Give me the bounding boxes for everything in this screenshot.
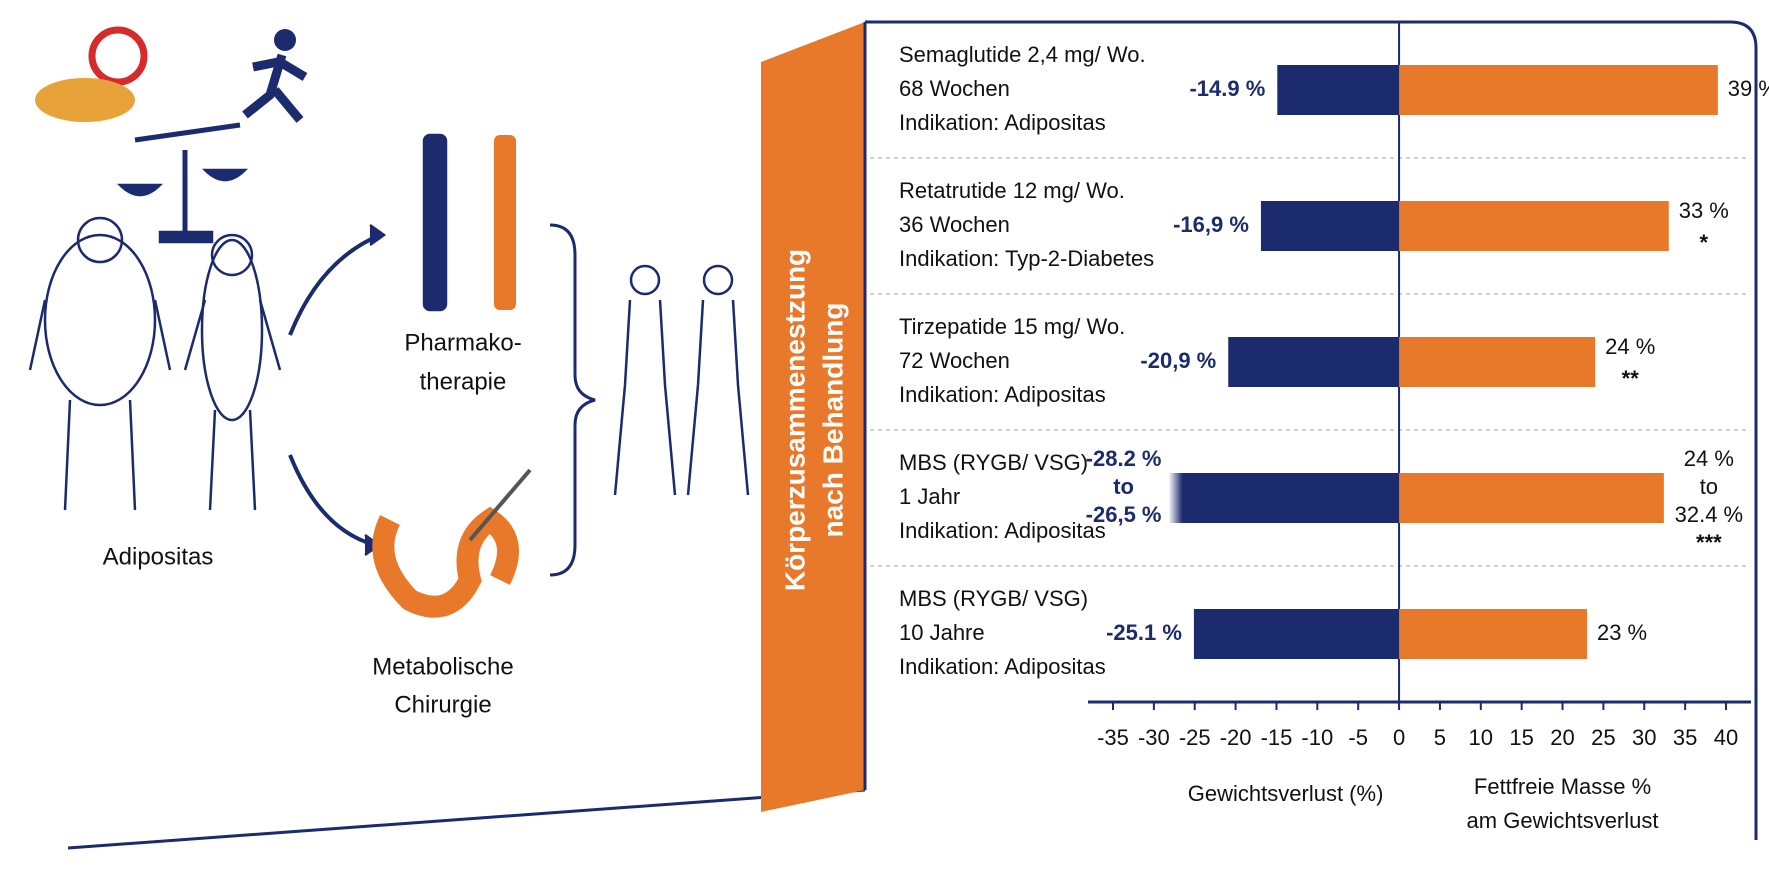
bar xyxy=(1399,65,1718,115)
diagram-label: Metabolische xyxy=(372,653,513,680)
value-label: -20,9 % xyxy=(1140,348,1216,373)
x-tick-label: 35 xyxy=(1673,725,1697,750)
bar xyxy=(1399,609,1588,659)
x-tick-label: -30 xyxy=(1138,725,1170,750)
bar xyxy=(1193,609,1400,659)
value-label: -25.1 % xyxy=(1106,620,1182,645)
category-label: Indikation: Adipositas xyxy=(899,382,1106,407)
bar xyxy=(1228,337,1400,387)
x-tick-label: -15 xyxy=(1261,725,1293,750)
category-label: MBS (RYGB/ VSG) xyxy=(899,586,1088,611)
x-tick-label: 40 xyxy=(1714,725,1738,750)
category-label: 68 Wochen xyxy=(899,76,1010,101)
bar xyxy=(1277,65,1400,115)
marker: *** xyxy=(1696,530,1722,555)
x-tick-label: 0 xyxy=(1393,725,1405,750)
diagram-label: Pharmako- xyxy=(404,329,521,356)
value-label: -26,5 % xyxy=(1086,502,1162,527)
category-label: 10 Jahre xyxy=(899,620,985,645)
x-tick-label: 10 xyxy=(1469,725,1493,750)
illustration xyxy=(28,26,866,850)
value-label: 24 % xyxy=(1605,334,1655,359)
banner-text: nach Behandlung xyxy=(817,303,848,538)
category-label: Retatrutide 12 mg/ Wo. xyxy=(899,178,1125,203)
x-tick-label: -25 xyxy=(1179,725,1211,750)
x-tick-label: -20 xyxy=(1220,725,1252,750)
panel-frame xyxy=(863,20,1758,840)
value-label: 24 % xyxy=(1684,446,1734,471)
category-label: Tirzepatide 15 mg/ Wo. xyxy=(899,314,1125,339)
banner-text: Körperzusammenestzung xyxy=(779,249,810,591)
category-label: Semaglutide 2,4 mg/ Wo. xyxy=(899,42,1146,67)
x-tick-label: 25 xyxy=(1591,725,1615,750)
range-word: to xyxy=(1700,474,1718,499)
bar xyxy=(1399,337,1596,387)
category-label: Indikation: Typ-2-Diabetes xyxy=(899,246,1154,271)
bar xyxy=(1260,201,1400,251)
category-label: Indikation: Adipositas xyxy=(899,110,1106,135)
x-tick-label: -35 xyxy=(1097,725,1129,750)
x-tick-label: 15 xyxy=(1509,725,1533,750)
value-label: 33 % xyxy=(1679,198,1729,223)
diagram-label: Chirurgie xyxy=(394,691,491,718)
range-word: to xyxy=(1113,474,1134,499)
diagram-label: therapie xyxy=(420,368,507,395)
x-axis-label: Fettfreie Masse % xyxy=(1474,774,1651,799)
x-tick-label: 5 xyxy=(1434,725,1446,750)
x-tick-label: 20 xyxy=(1550,725,1574,750)
value-label: -16,9 % xyxy=(1173,212,1249,237)
bar-range xyxy=(1168,473,1183,523)
category-label: Indikation: Adipositas xyxy=(899,654,1106,679)
bar-range xyxy=(1595,473,1664,523)
x-axis-label: am Gewichtsverlust xyxy=(1467,808,1659,833)
value-label: -28.2 % xyxy=(1086,446,1162,471)
category-label: 36 Wochen xyxy=(899,212,1010,237)
category-label: 1 Jahr xyxy=(899,484,960,509)
value-label: 32.4 % xyxy=(1675,502,1744,527)
category-label: 72 Wochen xyxy=(899,348,1010,373)
diagram-label: Adipositas xyxy=(103,543,214,570)
value-label: 39 % xyxy=(1728,76,1769,101)
value-label: 23 % xyxy=(1597,620,1647,645)
bar xyxy=(1182,473,1400,523)
x-tick-label: -5 xyxy=(1348,725,1368,750)
bar xyxy=(1399,201,1669,251)
marker: ** xyxy=(1622,366,1640,391)
banner xyxy=(761,22,865,812)
value-label: -14.9 % xyxy=(1189,76,1265,101)
category-label: MBS (RYGB/ VSG) xyxy=(899,450,1088,475)
category-label: Indikation: Adipositas xyxy=(899,518,1106,543)
x-tick-label: -10 xyxy=(1301,725,1333,750)
x-axis-label: Gewichtsverlust (%) xyxy=(1188,781,1384,806)
x-tick-label: 30 xyxy=(1632,725,1656,750)
marker: * xyxy=(1700,230,1709,255)
